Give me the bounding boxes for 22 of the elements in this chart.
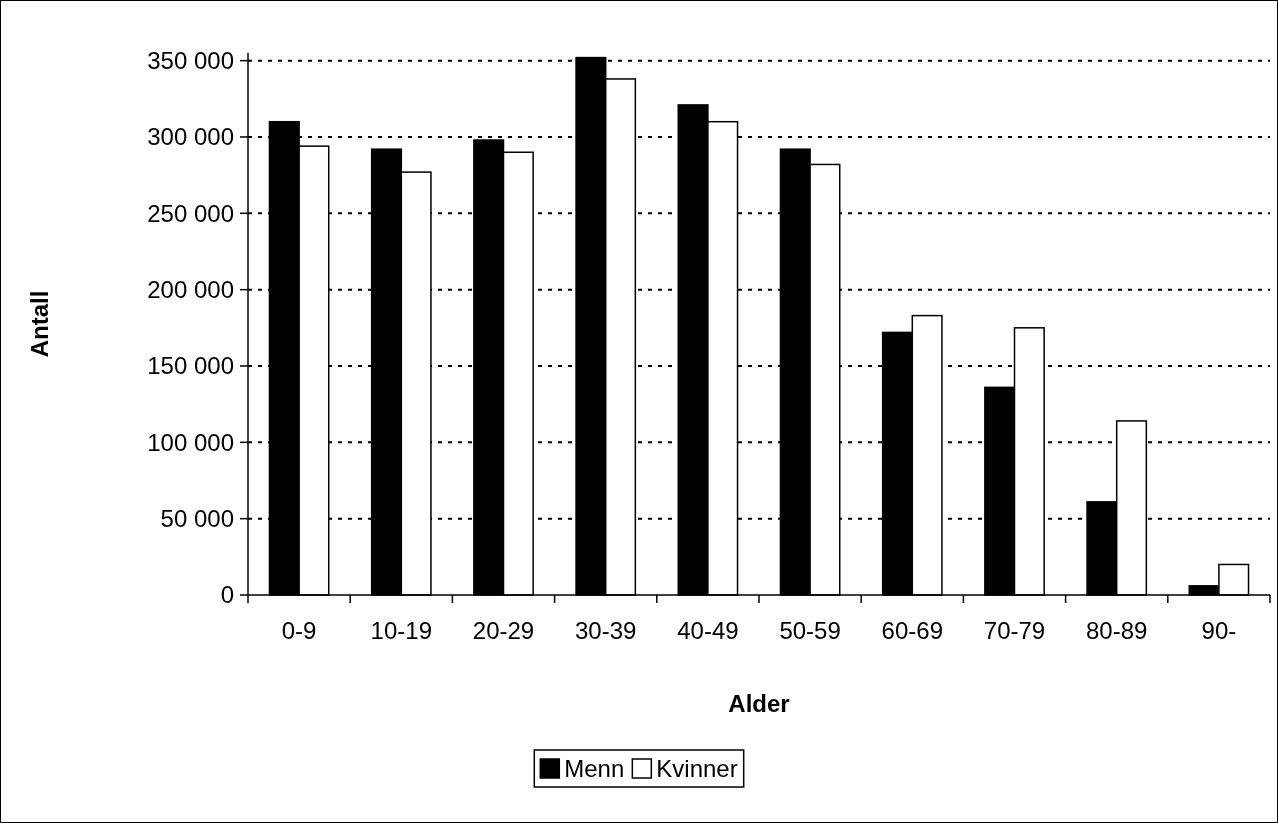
y-tick-label: 250 000 — [147, 199, 234, 227]
x-tick-label: 60-69 — [881, 617, 943, 644]
x-tick-label: 80-89 — [1086, 617, 1148, 644]
x-axis-title: Alder — [728, 690, 790, 717]
x-tick-label: 50-59 — [779, 617, 841, 644]
y-axis-title: Antall — [26, 290, 53, 358]
y-tick-label: 200 000 — [147, 276, 234, 304]
x-tick-label: 10-19 — [370, 617, 432, 644]
legend-label: Menn — [564, 755, 625, 782]
x-tick-label: 20-29 — [472, 617, 535, 644]
x-tick-label: 90- — [1201, 617, 1237, 644]
y-tick-label: 100 000 — [147, 428, 234, 456]
y-tick-label: 350 000 — [147, 47, 234, 75]
x-tick-label: 40-49 — [677, 617, 739, 644]
x-tick-label: 0-9 — [281, 617, 317, 644]
x-tick-label: 30-39 — [575, 617, 637, 644]
y-tick-label: 0 — [220, 581, 234, 609]
legend-label: Kvinner — [656, 755, 738, 782]
y-tick-label: 50 000 — [160, 505, 234, 533]
y-tick-label: 150 000 — [147, 352, 234, 380]
y-tick-label: 300 000 — [147, 123, 234, 151]
x-tick-label: 70-79 — [983, 617, 1046, 644]
